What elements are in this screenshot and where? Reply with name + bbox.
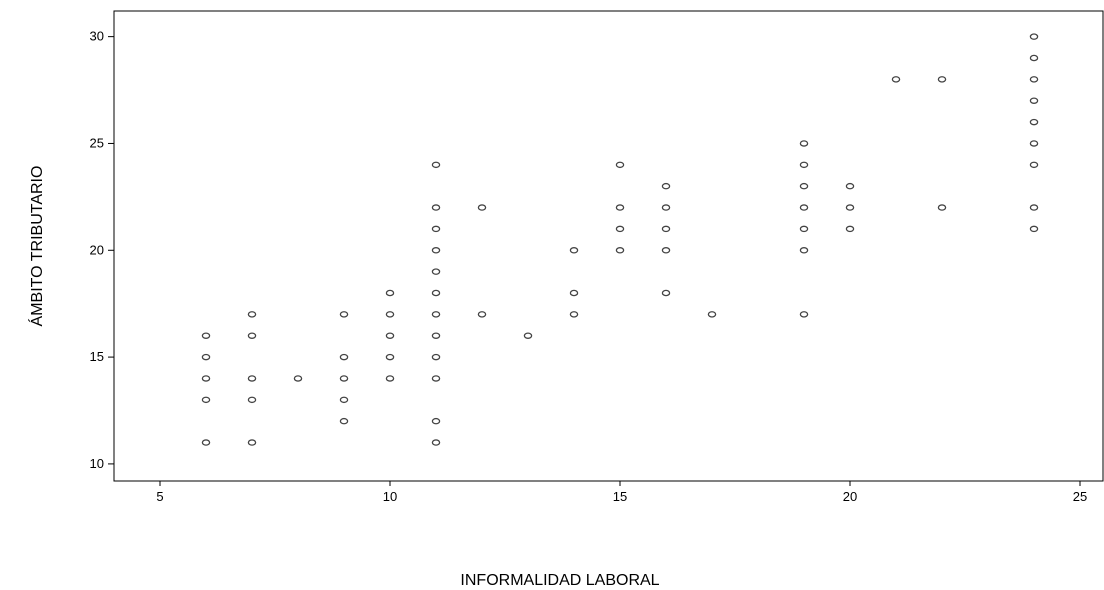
data-point-32	[432, 440, 439, 445]
x-axis-title: INFORMALIDAD LABORAL	[460, 572, 659, 589]
data-point-21	[432, 162, 439, 167]
data-point-3	[202, 397, 209, 402]
data-point-25	[432, 269, 439, 274]
data-point-12	[340, 354, 347, 359]
data-point-59	[892, 77, 899, 82]
data-point-8	[248, 397, 255, 402]
data-point-65	[1030, 98, 1037, 103]
data-point-46	[662, 248, 669, 253]
data-point-38	[570, 312, 577, 317]
data-point-63	[1030, 55, 1037, 60]
data-point-39	[616, 162, 623, 167]
y-tick-label-15: 15	[90, 349, 104, 364]
data-point-54	[800, 248, 807, 253]
data-point-43	[662, 184, 669, 189]
data-point-15	[340, 419, 347, 424]
data-point-37	[570, 290, 577, 295]
x-tick-label-25: 25	[1073, 489, 1087, 504]
data-point-18	[386, 333, 393, 338]
data-point-0	[202, 333, 209, 338]
y-tick-label-25: 25	[90, 135, 104, 150]
data-point-41	[616, 226, 623, 231]
data-point-14	[340, 397, 347, 402]
data-point-67	[1030, 141, 1037, 146]
data-point-48	[708, 312, 715, 317]
data-point-49	[800, 141, 807, 146]
data-point-16	[386, 290, 393, 295]
data-point-26	[432, 290, 439, 295]
data-point-35	[524, 333, 531, 338]
x-tick-label-15: 15	[613, 489, 627, 504]
data-point-47	[662, 290, 669, 295]
data-point-55	[800, 312, 807, 317]
data-point-28	[432, 333, 439, 338]
data-point-30	[432, 376, 439, 381]
data-point-58	[846, 226, 853, 231]
plot-frame	[114, 11, 1103, 481]
data-point-13	[340, 376, 347, 381]
data-point-69	[1030, 205, 1037, 210]
y-axis-title: ÁMBITO TRIBUTARIO	[27, 166, 46, 327]
data-point-1	[202, 354, 209, 359]
data-points	[202, 34, 1037, 445]
data-point-51	[800, 184, 807, 189]
data-point-53	[800, 226, 807, 231]
y-tick-label-20: 20	[90, 242, 104, 257]
data-point-52	[800, 205, 807, 210]
data-point-70	[1030, 226, 1037, 231]
data-point-10	[294, 376, 301, 381]
data-point-7	[248, 376, 255, 381]
data-point-24	[432, 248, 439, 253]
y-tick-label-30: 30	[90, 29, 104, 44]
axis-ticks: 5 10 15 20 25 10 15 20 25 30	[90, 29, 1088, 504]
data-point-60	[938, 77, 945, 82]
data-point-29	[432, 354, 439, 359]
data-point-56	[846, 184, 853, 189]
data-point-20	[386, 376, 393, 381]
x-tick-label-10: 10	[383, 489, 397, 504]
data-point-9	[248, 440, 255, 445]
y-tick-label-10: 10	[90, 456, 104, 471]
data-point-42	[616, 248, 623, 253]
data-point-57	[846, 205, 853, 210]
data-point-62	[1030, 34, 1037, 39]
data-point-4	[202, 440, 209, 445]
data-point-34	[478, 312, 485, 317]
data-point-50	[800, 162, 807, 167]
data-point-27	[432, 312, 439, 317]
x-tick-label-5: 5	[156, 489, 163, 504]
data-point-19	[386, 354, 393, 359]
data-point-44	[662, 205, 669, 210]
x-tick-label-20: 20	[843, 489, 857, 504]
data-point-68	[1030, 162, 1037, 167]
data-point-17	[386, 312, 393, 317]
data-point-36	[570, 248, 577, 253]
data-point-61	[938, 205, 945, 210]
data-point-23	[432, 226, 439, 231]
data-point-45	[662, 226, 669, 231]
data-point-6	[248, 333, 255, 338]
data-point-31	[432, 419, 439, 424]
data-point-40	[616, 205, 623, 210]
data-point-2	[202, 376, 209, 381]
data-point-33	[478, 205, 485, 210]
data-point-22	[432, 205, 439, 210]
data-point-11	[340, 312, 347, 317]
data-point-5	[248, 312, 255, 317]
data-point-64	[1030, 77, 1037, 82]
data-point-66	[1030, 119, 1037, 124]
